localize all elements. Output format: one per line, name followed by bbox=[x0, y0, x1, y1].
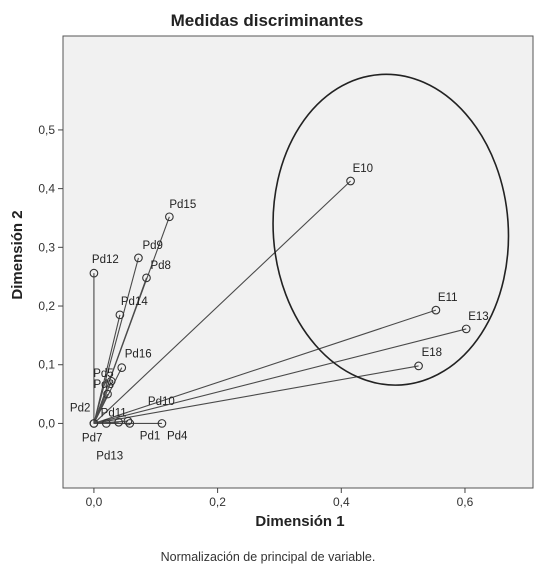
data-point bbox=[89, 419, 99, 428]
vector-line bbox=[93, 328, 467, 424]
point-label: Pd14 bbox=[121, 296, 148, 308]
data-point bbox=[165, 212, 174, 222]
point-label: Pd7 bbox=[82, 432, 102, 444]
y-tick-label: 0,4 bbox=[38, 182, 55, 196]
x-tick-label: 0,0 bbox=[86, 495, 103, 509]
x-tick-label: 0,4 bbox=[333, 495, 350, 509]
vector-line bbox=[93, 393, 109, 424]
plot-area bbox=[62, 35, 534, 489]
point-label: Pd11 bbox=[101, 407, 127, 419]
data-point bbox=[117, 363, 127, 373]
point-label: Pd5 bbox=[93, 368, 113, 380]
point-label: E10 bbox=[353, 163, 373, 175]
point-label: Pd12 bbox=[92, 254, 119, 266]
data-point bbox=[461, 324, 471, 334]
x-tick-label: 0,6 bbox=[457, 495, 474, 509]
chart-title: Medidas discriminantes bbox=[171, 11, 364, 30]
point-label: Pd2 bbox=[70, 402, 90, 414]
vector-line bbox=[93, 365, 419, 424]
x-axis-label: Dimensión 1 bbox=[255, 513, 344, 530]
point-label: Pd15 bbox=[169, 199, 196, 211]
y-tick-label: 0,3 bbox=[38, 240, 55, 254]
data-point bbox=[142, 273, 151, 283]
data-point bbox=[115, 310, 125, 320]
data-point bbox=[106, 376, 116, 386]
point-label: Pd3 bbox=[94, 379, 114, 391]
data-point bbox=[114, 417, 124, 427]
highlight-ellipse bbox=[272, 73, 510, 386]
data-point bbox=[134, 253, 143, 263]
footnote: Normalización de principal de variable. bbox=[161, 550, 376, 564]
point-label: Pd4 bbox=[167, 430, 188, 442]
point-label: E18 bbox=[422, 347, 442, 359]
data-point bbox=[431, 305, 441, 315]
point-label: Pd16 bbox=[125, 349, 152, 361]
point-label: E11 bbox=[438, 292, 458, 304]
vector-line bbox=[93, 314, 121, 424]
vector-line bbox=[93, 180, 351, 424]
y-tick-label: 0,0 bbox=[38, 416, 55, 430]
point-label: Pd8 bbox=[150, 260, 170, 272]
data-point bbox=[125, 419, 135, 428]
vector-line bbox=[93, 257, 139, 424]
vector-line bbox=[93, 309, 437, 424]
data-point bbox=[414, 361, 423, 371]
vector-line bbox=[93, 277, 148, 424]
data-point bbox=[123, 416, 133, 426]
data-points: E10 E11 E13 E18 Pd15 Pd9 Pd8 Pd12 Pd14 Pd16 Pd5Pd3… bbox=[70, 163, 489, 462]
point-label: Pd10 bbox=[148, 396, 175, 408]
data-point bbox=[89, 268, 99, 278]
data-point bbox=[101, 419, 111, 428]
data-point bbox=[103, 389, 112, 399]
y-tick-label: 0,1 bbox=[38, 358, 55, 372]
point-label: Pd13 bbox=[96, 450, 123, 462]
y-tick-label: 0,5 bbox=[38, 123, 55, 137]
x-tick-label: 0,2 bbox=[209, 495, 226, 509]
point-label: Pd1 bbox=[140, 430, 160, 442]
y-axis-label: Dimensión 2 bbox=[9, 210, 26, 299]
point-label: Pd9 bbox=[142, 240, 162, 252]
data-point bbox=[346, 176, 355, 186]
y-tick-label: 0,2 bbox=[38, 299, 55, 313]
point-label: E13 bbox=[468, 311, 488, 323]
axis-ticks: 0,0 0,2 0,4 0,6 0,0 0,1 0,2 0,3 0,4 0,5 bbox=[38, 123, 473, 509]
data-point bbox=[157, 419, 167, 428]
